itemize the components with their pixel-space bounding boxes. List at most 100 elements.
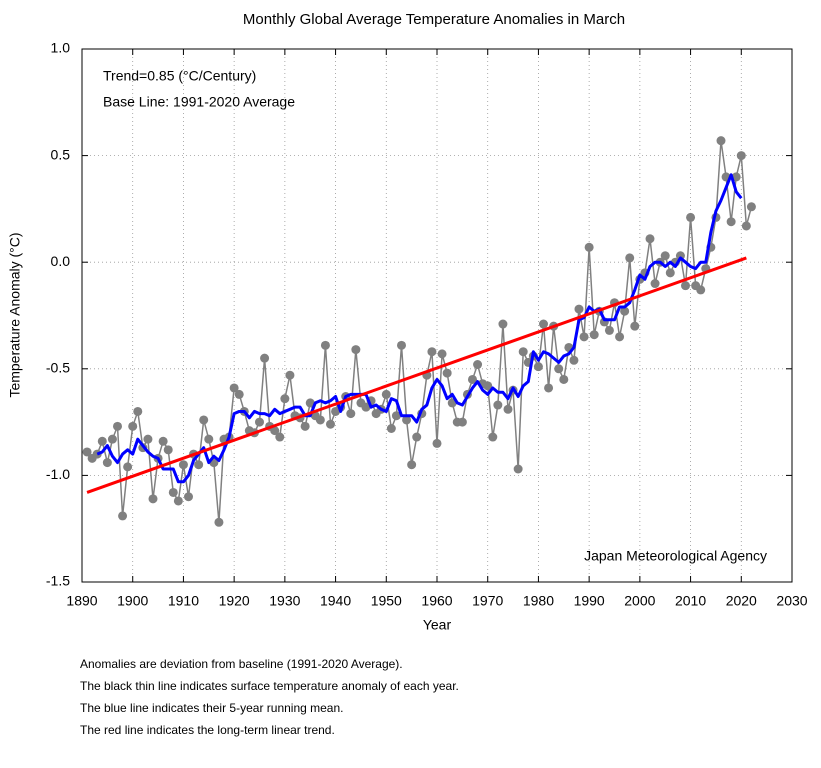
data-point: [305, 398, 315, 408]
data-point: [493, 400, 503, 410]
y-tick-label: 1.0: [51, 40, 71, 56]
data-point: [432, 438, 442, 448]
x-tick-label: 1940: [320, 593, 351, 609]
data-point: [361, 402, 371, 412]
data-point: [660, 251, 670, 261]
data-point: [645, 234, 655, 244]
data-point: [483, 381, 493, 391]
data-point: [468, 374, 477, 384]
data-point: [559, 374, 569, 384]
x-tick-label: 2030: [776, 593, 807, 609]
data-point: [569, 355, 579, 365]
data-point: [488, 432, 498, 442]
note: The red line indicates the long-term lin…: [80, 723, 335, 737]
data-point: [163, 445, 173, 455]
data-point: [148, 494, 158, 504]
data-point: [199, 415, 209, 425]
data-point: [686, 212, 696, 222]
data-point: [97, 436, 107, 446]
data-point: [503, 404, 513, 414]
data-point: [650, 279, 660, 289]
data-point: [275, 432, 285, 442]
data-point: [346, 409, 356, 419]
y-tick-label: -1.5: [46, 573, 70, 589]
data-point: [427, 347, 437, 357]
x-tick-label: 1980: [523, 593, 554, 609]
data-point: [518, 347, 528, 357]
series-line: [86, 256, 747, 494]
data-point: [320, 340, 330, 350]
y-tick-label: 0.0: [51, 253, 71, 269]
data-point: [696, 285, 706, 295]
data-point: [437, 349, 447, 359]
data-point: [229, 383, 239, 393]
x-tick-label: 1900: [117, 593, 148, 609]
x-tick-label: 1920: [219, 593, 250, 609]
data-point: [620, 306, 630, 316]
data-point: [285, 370, 295, 380]
data-point: [615, 332, 625, 342]
x-tick-label: 1910: [168, 593, 199, 609]
data-point: [407, 460, 417, 470]
y-axis-label: Temperature Anomaly (°C): [7, 232, 23, 397]
x-tick-label: 1930: [269, 593, 300, 609]
data-point: [726, 217, 736, 227]
data-point: [736, 151, 746, 161]
data-point: [178, 460, 188, 470]
data-point: [158, 436, 168, 446]
data-point: [746, 202, 756, 212]
data-point: [123, 462, 133, 472]
note: The blue line indicates their 5-year run…: [80, 701, 343, 715]
data-point: [574, 304, 584, 314]
data-point: [533, 362, 543, 372]
data-point: [402, 415, 412, 425]
data-point: [118, 511, 128, 521]
data-point: [234, 389, 244, 399]
data-point: [204, 434, 214, 444]
data-point: [513, 464, 523, 474]
data-point: [381, 389, 391, 399]
x-tick-label: 1950: [371, 593, 402, 609]
data-point: [133, 406, 143, 416]
x-tick-label: 1960: [421, 593, 452, 609]
data-point: [457, 417, 467, 427]
data-point: [442, 368, 452, 378]
annotation: Trend=0.85 (°C/Century): [103, 68, 256, 84]
data-point: [173, 496, 183, 506]
chart-title: Monthly Global Average Temperature Anoma…: [243, 11, 625, 28]
plot-area: -1.5 -1.0 -0.5 0.0 0.5 1.0 1890 1900 1910 1920 193…: [46, 40, 808, 609]
x-tick-label: 2010: [675, 593, 706, 609]
x-axis-label: Year: [423, 617, 452, 633]
plot-frame: [81, 48, 793, 583]
data-point: [741, 221, 751, 231]
y-tick-label: -0.5: [46, 360, 70, 376]
data-point: [113, 421, 122, 431]
data-point: [128, 421, 138, 431]
data-point: [280, 394, 290, 404]
data-point: [544, 383, 554, 393]
data-point: [102, 458, 112, 468]
data-point: [386, 423, 396, 433]
x-tick-label: 1990: [574, 593, 605, 609]
data-point: [300, 421, 310, 431]
data-point: [473, 360, 483, 370]
data-point: [214, 517, 224, 527]
data-point: [630, 321, 640, 331]
data-point: [143, 434, 153, 444]
data-point: [326, 419, 335, 429]
data-point: [665, 268, 675, 278]
note: The black thin line indicates surface te…: [80, 679, 459, 693]
data-point: [194, 460, 204, 470]
data-point: [270, 426, 280, 436]
annotation: Japan Meteorological Agency: [584, 548, 767, 564]
data-point: [539, 319, 548, 329]
x-tick-label: 2020: [726, 593, 757, 609]
data-point: [554, 364, 564, 374]
data-point: [589, 330, 599, 340]
data-point: [168, 487, 178, 497]
data-point: [107, 434, 117, 444]
x-tick-label: 1890: [66, 593, 97, 609]
data-point: [498, 319, 508, 329]
data-point: [260, 353, 270, 363]
